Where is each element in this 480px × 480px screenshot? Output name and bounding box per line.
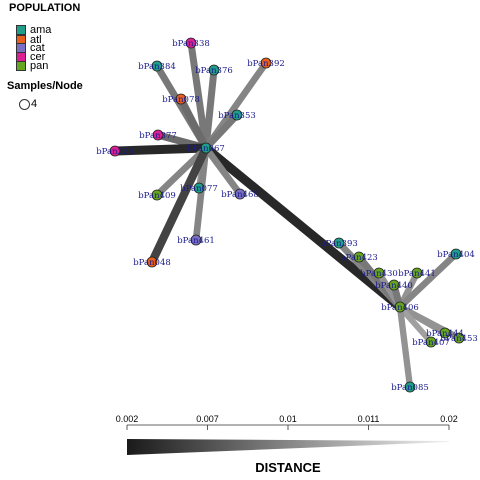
distance-title: DISTANCE (255, 460, 321, 475)
node-bPan407[interactable] (425, 336, 437, 348)
legend-item-ama: ama (16, 24, 52, 36)
node-label-bPan392: bPan392 (247, 59, 285, 69)
distance-ticks: 0.002 0.007 0.01 0.011 0.02 (116, 414, 458, 430)
node-bPan423[interactable] (353, 251, 365, 263)
edge-bPan067-bPan461 (192, 147, 210, 241)
node-label-bPan384: bPan384 (138, 62, 176, 72)
labels-layer: bPan067 bPan338 bPan384 bPan376 bPan392 bPan0… (96, 39, 478, 393)
edge-bPan067-bPan338 (187, 42, 210, 149)
node-label-bPan453: bPan453 (440, 334, 478, 344)
node-bPan338[interactable] (185, 37, 197, 49)
node-label-bPan326: bPan326 (96, 147, 134, 157)
node-bPan409[interactable] (151, 189, 163, 201)
edge-bPan067-bPan376 (202, 69, 218, 149)
node-label-bPan048: bPan048 (133, 258, 171, 268)
node-label-bPan077: bPan077 (180, 184, 218, 194)
distance-scale: DISTANCE 0.002 0.007 0.01 0.011 0.02 (116, 414, 458, 475)
node-label-bPan376: bPan376 (195, 66, 233, 76)
node-bPan384[interactable] (151, 60, 163, 72)
legend-label: ama (30, 24, 52, 36)
node-label-bPan440: bPan440 (375, 281, 413, 291)
distance-tick-label: 0.02 (440, 414, 458, 424)
node-label-bPan067: bPan067 (187, 144, 225, 154)
population-legend-title: POPULATION (9, 2, 81, 14)
node-label-bPan393: bPan393 (320, 239, 358, 249)
node-label-bPan461: bPan461 (177, 236, 215, 246)
node-label-bPan468: bPan468 (221, 190, 259, 200)
edge-bPan067-bPan353 (203, 112, 240, 151)
node-label-bPan377: bPan377 (139, 131, 177, 141)
node-bPan406[interactable] (394, 301, 406, 313)
edge-bPan406-bPan404 (397, 251, 459, 310)
legend-label: pan (30, 60, 49, 72)
node-bPan048[interactable] (146, 256, 158, 268)
node-bPan078[interactable] (175, 93, 187, 105)
edge-bPan406-bPan085 (396, 306, 414, 388)
samples-legend-item: 4 (19, 98, 38, 110)
legend-swatch-pan (16, 61, 26, 71)
edge-bPan067-bPan468 (203, 146, 243, 196)
node-label-bPan423: bPan423 (340, 253, 378, 263)
node-bPan067[interactable] (200, 142, 212, 154)
distance-tick-label: 0.007 (196, 414, 219, 424)
node-bPan404[interactable] (450, 248, 462, 260)
edge-bPan067-bPan326 (114, 143, 207, 156)
node-label-bPan406: bPan406 (381, 303, 419, 313)
node-label-bPan409: bPan409 (138, 191, 176, 201)
edge-bPan067-bPan078 (177, 97, 210, 150)
edge-bPan067-bPan048 (148, 146, 210, 264)
node-label-bPan407: bPan407 (412, 338, 450, 348)
node-bPan393[interactable] (333, 237, 345, 249)
distance-tick-label: 0.002 (116, 414, 139, 424)
node-bPan353[interactable] (231, 109, 243, 121)
node-bPan392[interactable] (260, 57, 272, 69)
distance-tick-label: 0.011 (358, 414, 380, 424)
legend-item-pan: pan (16, 60, 49, 72)
edge-bPan406-bPan407 (397, 305, 434, 344)
node-label-bPan338: bPan338 (172, 39, 210, 49)
node-label-bPan078: bPan078 (162, 95, 200, 105)
node-label-bPan430: bPan430 (360, 269, 398, 279)
node-label-bPan404: bPan404 (437, 250, 475, 260)
edge-bPan067-bPan406 (203, 144, 403, 311)
node-bPan377[interactable] (152, 129, 164, 141)
sample-circle-icon (19, 98, 30, 110)
node-label-bPan353: bPan353 (218, 111, 256, 121)
samples-legend-title: Samples/Node (7, 80, 83, 92)
node-bPan441[interactable] (411, 267, 423, 279)
node-bPan430[interactable] (373, 267, 385, 279)
node-label-bPan085: bPan085 (391, 383, 429, 393)
node-bPan468[interactable] (234, 188, 246, 200)
nodes-layer (109, 37, 465, 393)
node-bPan453[interactable] (453, 332, 465, 344)
node-bPan085[interactable] (404, 381, 416, 393)
node-bPan444[interactable] (439, 327, 451, 339)
node-label-bPan441: bPan441 (398, 269, 436, 279)
node-bPan077[interactable] (193, 182, 205, 194)
distance-tick-label: 0.01 (279, 414, 297, 424)
legend-label: cat (30, 42, 45, 54)
node-bPan461[interactable] (190, 234, 202, 246)
legend-label: atl (30, 34, 42, 46)
node-bPan440[interactable] (388, 279, 400, 291)
node-label-bPan444: bPan444 (426, 329, 464, 339)
distance-gradient-wedge (127, 439, 449, 455)
node-bPan376[interactable] (208, 64, 220, 76)
legend-swatch-ama (16, 25, 26, 35)
node-bPan326[interactable] (109, 145, 121, 157)
sample-size-label: 4 (31, 98, 38, 110)
legend-label: cer (30, 51, 46, 63)
